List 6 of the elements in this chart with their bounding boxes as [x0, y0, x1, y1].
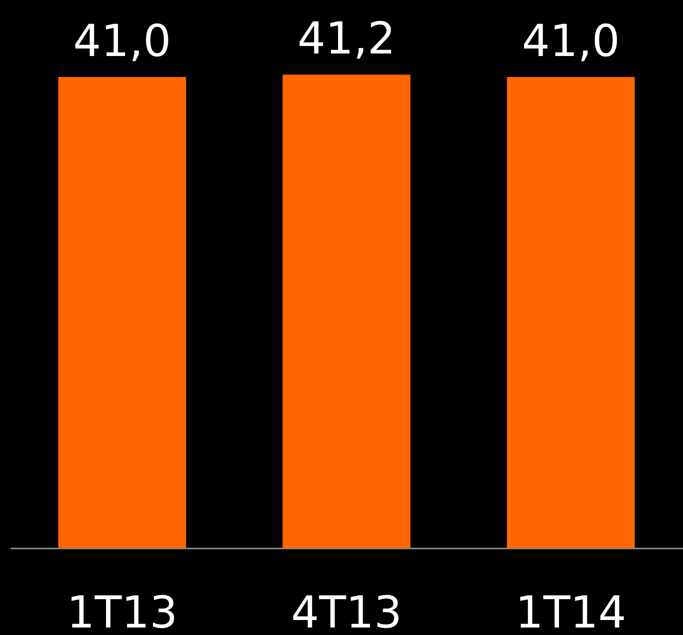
x-tick-label: 1T14 — [515, 588, 626, 635]
x-tick-label: 1T13 — [66, 588, 178, 635]
data-label: 41,0 — [522, 16, 620, 67]
x-tick-label: 4T13 — [291, 588, 402, 635]
data-label: 41,0 — [73, 16, 172, 67]
data-label: 41,2 — [298, 14, 396, 65]
